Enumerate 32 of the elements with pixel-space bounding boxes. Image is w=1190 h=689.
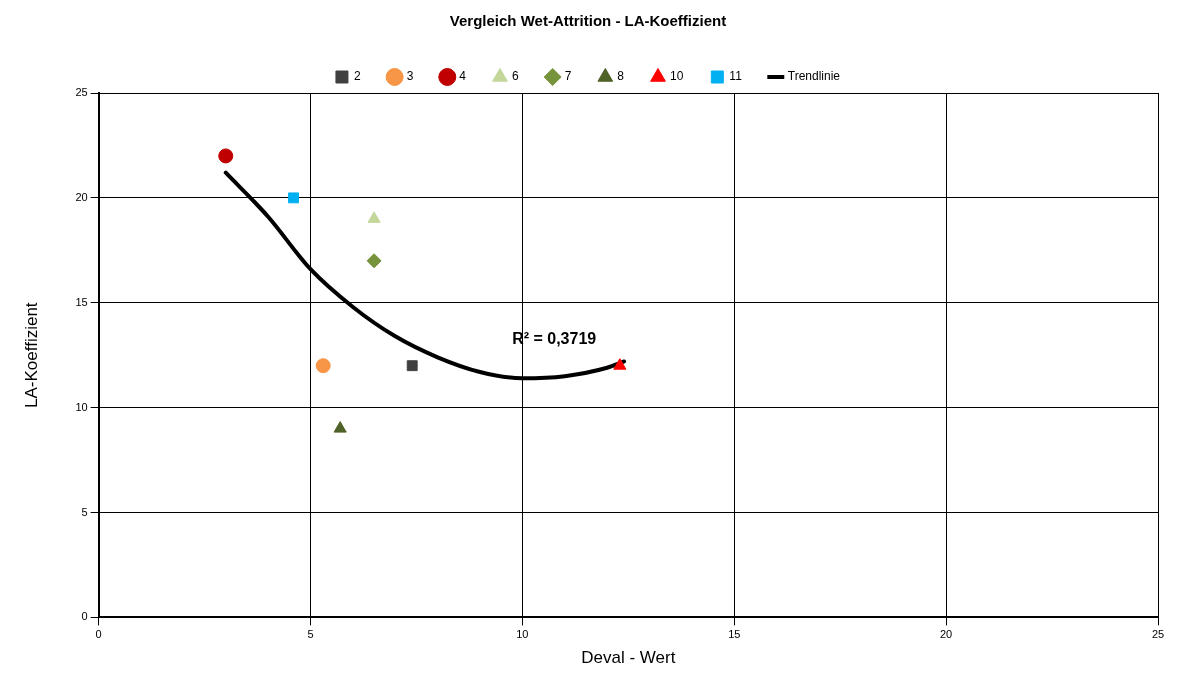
point — [315, 358, 331, 374]
x-axis-title: Deval - Wert — [581, 648, 676, 668]
chart-title: Vergleich Wet-Attrition - LA-Koeffizient — [449, 12, 727, 30]
legend-label: 2 — [353, 69, 361, 84]
x-tick-label: 15 — [728, 628, 741, 641]
x-tick-label: 20 — [940, 628, 953, 641]
legend-label: 6 — [511, 69, 519, 84]
point — [366, 253, 382, 269]
y-tick-label: 5 — [81, 505, 88, 518]
y-tick-label: 10 — [75, 400, 88, 413]
x-tick-label: 0 — [95, 628, 102, 641]
legend-label: 4 — [459, 69, 467, 84]
legend-label: 10 — [670, 69, 684, 84]
x-tick-label: 25 — [1151, 628, 1165, 641]
legend-label: 7 — [564, 69, 572, 84]
legend-label: 8 — [617, 69, 625, 84]
y-tick-label: 15 — [75, 295, 88, 308]
legend-label: Trendlinie — [787, 69, 841, 84]
legend-label: 3 — [406, 69, 414, 84]
y-tick-label: 0 — [81, 610, 88, 623]
x-tick-label: 10 — [516, 628, 529, 641]
point — [333, 421, 347, 433]
legend-label: 11 — [729, 69, 743, 84]
point — [367, 211, 381, 223]
point — [613, 358, 627, 370]
y-axis-title: LA-Koeffizient — [21, 302, 41, 408]
y-tick-label: 20 — [75, 190, 88, 203]
point — [218, 148, 234, 164]
point — [288, 192, 300, 204]
point — [406, 360, 418, 372]
x-tick-label: 5 — [307, 628, 314, 641]
y-tick-label: 25 — [75, 86, 88, 99]
